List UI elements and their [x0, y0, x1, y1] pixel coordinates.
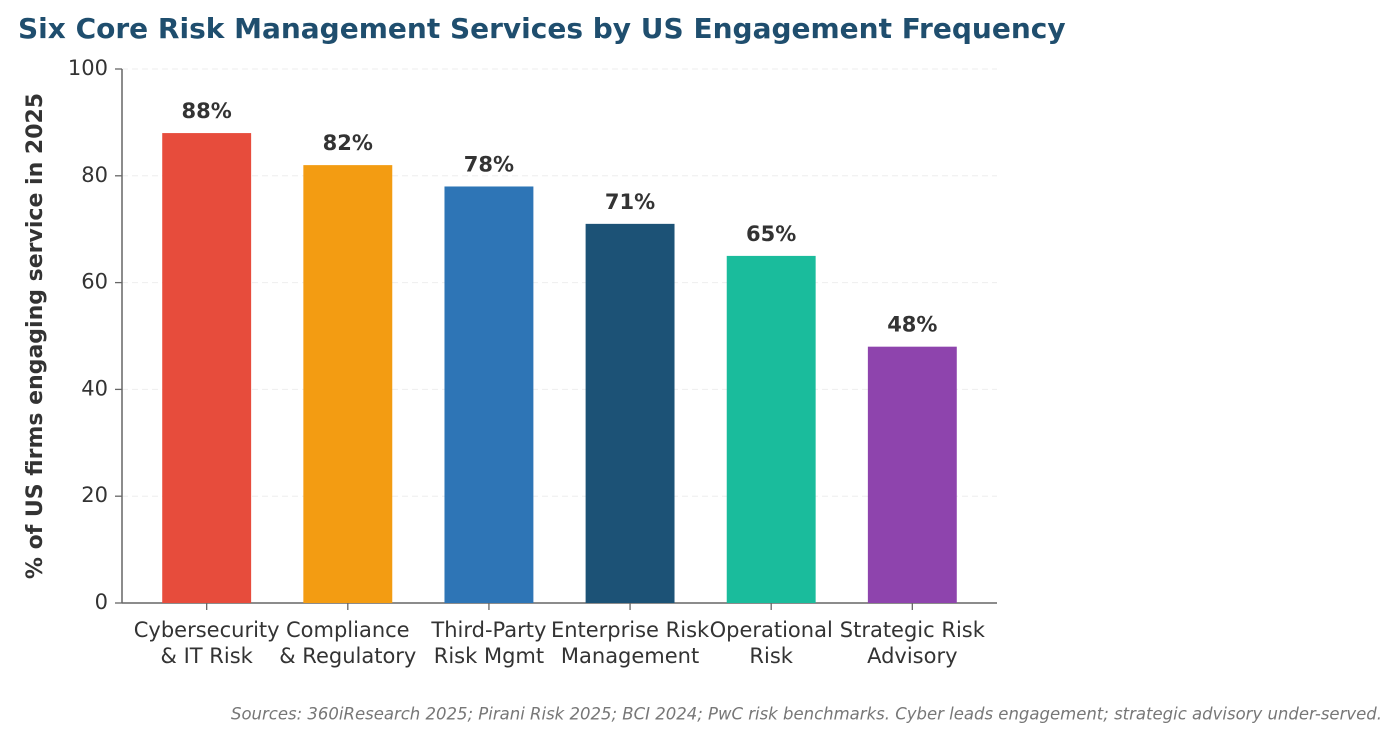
bar [444, 186, 534, 604]
footnote: Sources: 360iResearch 2025; Pirani Risk … [231, 705, 1382, 724]
chart-title: Six Core Risk Management Services by US … [18, 12, 1066, 45]
bar [585, 223, 675, 604]
x-tick-label: Operational [710, 618, 833, 642]
x-tick-label: Enterprise Risk [551, 618, 710, 642]
x-tick-label: Advisory [867, 644, 957, 668]
x-tick-label: Cybersecurity [134, 618, 280, 642]
y-tick-label: 40 [81, 376, 108, 400]
x-tick-label: Strategic Risk [840, 618, 986, 642]
value-label: 65% [746, 222, 796, 246]
value-label: 82% [323, 131, 373, 155]
value-label: 48% [887, 313, 937, 337]
x-tick-label: Risk Mgmt [434, 644, 544, 668]
value-label: 88% [182, 99, 232, 123]
bar [867, 346, 957, 603]
x-tick-label: & IT Risk [161, 644, 254, 668]
y-tick-label: 80 [81, 163, 108, 187]
x-tick-label: Third-Party [430, 618, 546, 642]
x-tick-label: Management [561, 644, 699, 668]
x-tick-label: & Regulatory [279, 644, 416, 668]
bar [726, 255, 816, 603]
y-tick-label: 60 [81, 270, 108, 294]
y-axis-label: % of US firms engaging service in 2025 [23, 93, 48, 579]
y-tick-label: 100 [68, 56, 108, 80]
value-label: 78% [464, 152, 514, 176]
x-tick-label: Compliance [286, 618, 410, 642]
y-tick-label: 0 [95, 590, 108, 614]
x-tick-label: Risk [749, 644, 793, 668]
bar [162, 133, 252, 603]
value-label: 71% [605, 190, 655, 214]
y-tick-label: 20 [81, 483, 108, 507]
bar [303, 165, 393, 603]
